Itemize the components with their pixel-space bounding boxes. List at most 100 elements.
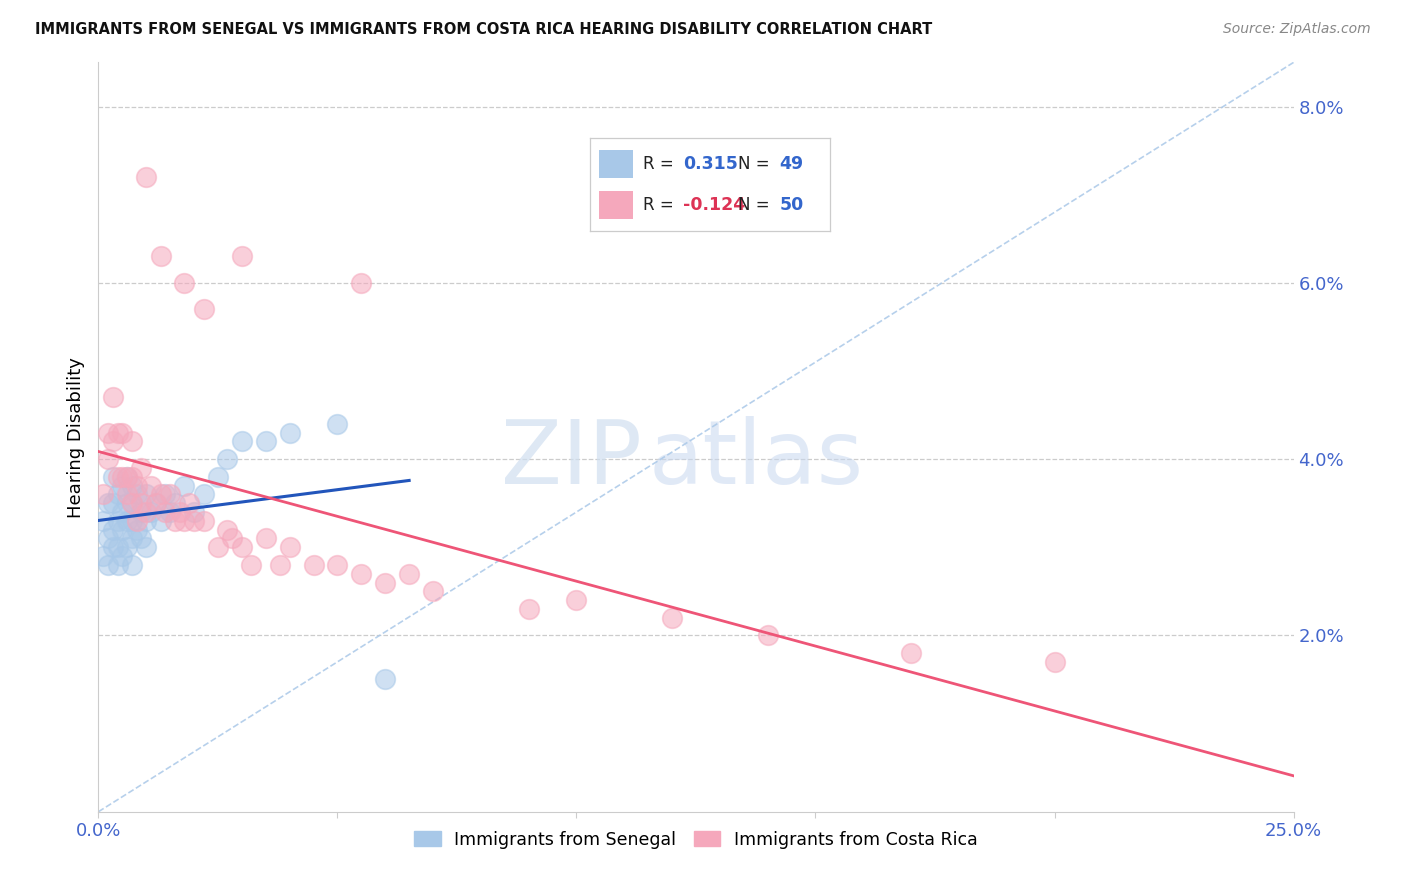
- Point: [254, 434, 277, 449]
- Point: [231, 249, 253, 263]
- Point: [374, 575, 396, 590]
- Point: [111, 425, 134, 440]
- Point: [269, 558, 291, 572]
- Point: [159, 505, 181, 519]
- Point: [173, 478, 195, 492]
- Point: [207, 469, 229, 483]
- Text: 0.315: 0.315: [683, 155, 738, 173]
- Point: [173, 514, 195, 528]
- Point: [326, 417, 349, 431]
- Point: [97, 452, 120, 467]
- Point: [1043, 655, 1066, 669]
- Point: [517, 602, 540, 616]
- Text: atlas: atlas: [648, 416, 863, 503]
- Point: [139, 505, 162, 519]
- Text: IMMIGRANTS FROM SENEGAL VS IMMIGRANTS FROM COSTA RICA HEARING DISABILITY CORRELA: IMMIGRANTS FROM SENEGAL VS IMMIGRANTS FR…: [35, 22, 932, 37]
- Point: [131, 505, 153, 519]
- Point: [107, 487, 129, 501]
- Point: [121, 558, 143, 572]
- Point: [661, 611, 683, 625]
- Point: [149, 487, 172, 501]
- Point: [135, 514, 157, 528]
- Point: [422, 584, 444, 599]
- Point: [101, 541, 124, 555]
- Point: [155, 505, 177, 519]
- Point: [107, 558, 129, 572]
- Point: [163, 514, 186, 528]
- Point: [254, 532, 277, 546]
- Text: Source: ZipAtlas.com: Source: ZipAtlas.com: [1223, 22, 1371, 37]
- Legend: Immigrants from Senegal, Immigrants from Costa Rica: Immigrants from Senegal, Immigrants from…: [408, 823, 984, 855]
- Point: [139, 478, 162, 492]
- Point: [101, 469, 124, 483]
- Text: -0.124: -0.124: [683, 195, 745, 214]
- Text: ZIP: ZIP: [502, 416, 643, 503]
- Point: [350, 276, 373, 290]
- Point: [101, 391, 124, 405]
- Point: [756, 628, 779, 642]
- Point: [217, 523, 239, 537]
- FancyBboxPatch shape: [599, 191, 633, 219]
- Point: [91, 549, 114, 563]
- Point: [163, 496, 186, 510]
- Point: [115, 496, 138, 510]
- Point: [159, 487, 181, 501]
- Point: [97, 532, 120, 546]
- Point: [149, 514, 172, 528]
- Point: [115, 469, 138, 483]
- Point: [111, 523, 134, 537]
- Point: [169, 505, 191, 519]
- Point: [278, 541, 301, 555]
- Text: R =: R =: [643, 155, 679, 173]
- Point: [115, 487, 138, 501]
- Point: [121, 496, 143, 510]
- Point: [302, 558, 325, 572]
- Point: [121, 434, 143, 449]
- Point: [183, 514, 205, 528]
- Point: [374, 673, 396, 687]
- Point: [101, 496, 124, 510]
- Point: [326, 558, 349, 572]
- Point: [221, 532, 243, 546]
- Point: [145, 496, 167, 510]
- Point: [145, 496, 167, 510]
- Text: R =: R =: [643, 195, 679, 214]
- Point: [217, 452, 239, 467]
- Point: [193, 487, 215, 501]
- Point: [278, 425, 301, 440]
- Point: [101, 434, 124, 449]
- Point: [135, 487, 157, 501]
- Point: [350, 566, 373, 581]
- Point: [231, 541, 253, 555]
- Point: [115, 469, 138, 483]
- Point: [900, 646, 922, 660]
- Point: [565, 593, 588, 607]
- Point: [121, 532, 143, 546]
- Text: N =: N =: [738, 195, 775, 214]
- Point: [107, 469, 129, 483]
- Text: 50: 50: [779, 195, 803, 214]
- Point: [121, 514, 143, 528]
- Point: [131, 532, 153, 546]
- Point: [111, 505, 134, 519]
- Point: [131, 461, 153, 475]
- Point: [107, 514, 129, 528]
- Point: [193, 514, 215, 528]
- Point: [101, 523, 124, 537]
- Point: [115, 541, 138, 555]
- Point: [398, 566, 420, 581]
- Point: [173, 276, 195, 290]
- Point: [91, 487, 114, 501]
- Point: [97, 558, 120, 572]
- Point: [125, 487, 148, 501]
- Point: [97, 425, 120, 440]
- Point: [125, 514, 148, 528]
- Point: [121, 478, 143, 492]
- Text: 49: 49: [779, 155, 803, 173]
- Point: [135, 505, 157, 519]
- Point: [107, 541, 129, 555]
- Point: [91, 514, 114, 528]
- Point: [131, 496, 153, 510]
- Point: [121, 469, 143, 483]
- Point: [125, 478, 148, 492]
